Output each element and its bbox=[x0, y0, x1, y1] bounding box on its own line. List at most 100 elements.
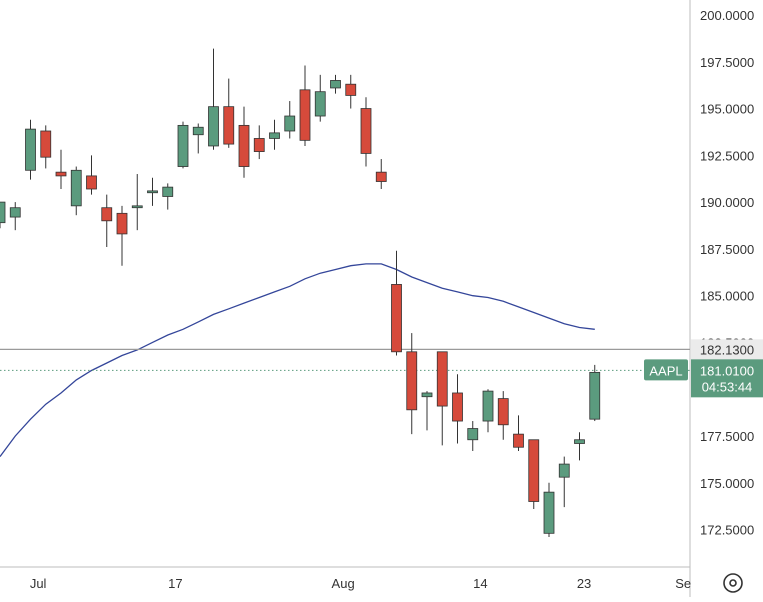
candle-32[interactable] bbox=[482, 389, 494, 433]
candle-34[interactable] bbox=[513, 415, 524, 451]
x-tick-label: 23 bbox=[577, 576, 591, 591]
candle-28[interactable] bbox=[421, 391, 433, 431]
candle-body-down bbox=[345, 83, 357, 96]
candle-body-up bbox=[543, 491, 555, 534]
candle-body-down bbox=[375, 171, 387, 182]
candle-body-up bbox=[482, 390, 494, 422]
candle-30[interactable] bbox=[452, 374, 463, 444]
hline-badge-text: 182.1300 bbox=[700, 342, 754, 357]
candle-body-down bbox=[497, 398, 509, 426]
plot-area[interactable] bbox=[0, 0, 690, 567]
candle-body-up bbox=[284, 115, 296, 132]
candle-1[interactable] bbox=[9, 202, 21, 231]
candle-27[interactable] bbox=[406, 333, 418, 435]
candle-body-down bbox=[253, 138, 265, 152]
candle-6[interactable] bbox=[86, 155, 97, 195]
y-tick-label: 175.0000 bbox=[700, 476, 754, 491]
y-tick-label: 185.0000 bbox=[700, 289, 754, 304]
y-tick-label: 195.0000 bbox=[700, 102, 754, 117]
gear-icon-center bbox=[729, 579, 737, 587]
candle-7[interactable] bbox=[101, 194, 113, 248]
last-badge-bg bbox=[691, 359, 763, 398]
y-tick-label: 192.5000 bbox=[700, 148, 754, 163]
candle-14[interactable] bbox=[208, 48, 219, 150]
candle-9[interactable] bbox=[131, 174, 143, 231]
symbol-tag[interactable]: AAPL bbox=[644, 359, 688, 381]
candle-body-down bbox=[452, 392, 463, 422]
candle-37[interactable] bbox=[558, 456, 570, 508]
candle-body-down bbox=[86, 175, 97, 190]
y-tick-label: 200.0000 bbox=[700, 8, 754, 23]
candle-0[interactable] bbox=[0, 201, 6, 229]
moving-average-line bbox=[0, 263, 595, 457]
settings-button[interactable] bbox=[723, 573, 743, 593]
candle-13[interactable] bbox=[192, 123, 204, 154]
candle-body-down bbox=[40, 130, 52, 158]
candle-body-down bbox=[528, 439, 540, 502]
candle-10[interactable] bbox=[147, 177, 158, 206]
candle-35[interactable] bbox=[528, 439, 540, 509]
candle-body-down bbox=[101, 207, 113, 222]
candle-2[interactable] bbox=[25, 119, 36, 180]
candle-body-down bbox=[406, 351, 418, 411]
symbol-tag-bg bbox=[644, 359, 688, 381]
candle-24[interactable] bbox=[360, 97, 372, 167]
x-tick-label: 14 bbox=[473, 576, 487, 591]
candle-body-up bbox=[25, 128, 36, 171]
hline-price-badge: 182.1300 bbox=[691, 339, 763, 360]
candle-body-up bbox=[9, 207, 21, 218]
candle-29[interactable] bbox=[436, 351, 448, 446]
candle-body-up bbox=[208, 106, 219, 147]
candle-body-up bbox=[192, 126, 204, 136]
candle-33[interactable] bbox=[497, 391, 509, 440]
candle-body-up bbox=[131, 205, 143, 209]
candle-body-down bbox=[436, 351, 448, 407]
candle-16[interactable] bbox=[238, 106, 250, 178]
candle-4[interactable] bbox=[55, 149, 67, 189]
gear-icon[interactable] bbox=[723, 573, 743, 593]
candle-8[interactable] bbox=[116, 205, 128, 266]
candle-38[interactable] bbox=[574, 432, 585, 461]
candle-body-down bbox=[391, 284, 402, 353]
candle-25[interactable] bbox=[375, 159, 387, 189]
candle-39[interactable] bbox=[589, 364, 601, 422]
candle-body-up bbox=[269, 132, 280, 139]
candle-12[interactable] bbox=[177, 121, 189, 169]
candle-15[interactable] bbox=[223, 78, 235, 148]
candle-26[interactable] bbox=[391, 250, 402, 356]
symbol-tag-text: AAPL bbox=[649, 363, 682, 378]
y-tick-label: 197.5000 bbox=[700, 55, 754, 70]
x-tick-label: Jul bbox=[30, 576, 47, 591]
x-tick-label: Se bbox=[675, 576, 691, 591]
candle-31[interactable] bbox=[467, 421, 479, 451]
candle-23[interactable] bbox=[345, 74, 357, 109]
candle-body-up bbox=[330, 80, 341, 89]
candle-36[interactable] bbox=[543, 482, 555, 538]
candle-19[interactable] bbox=[284, 101, 296, 139]
candle-20[interactable] bbox=[299, 65, 311, 146]
y-tick-label: 177.5000 bbox=[700, 429, 754, 444]
candle-body-down bbox=[55, 171, 67, 177]
candle-3[interactable] bbox=[40, 125, 52, 169]
y-tick-label: 190.0000 bbox=[700, 195, 754, 210]
candle-18[interactable] bbox=[269, 119, 280, 150]
candle-11[interactable] bbox=[162, 183, 174, 210]
candle-17[interactable] bbox=[253, 125, 265, 160]
candle-body-up bbox=[0, 201, 6, 224]
candle-body-up bbox=[177, 124, 189, 167]
countdown-text: 04:53:44 bbox=[702, 379, 753, 394]
candle-body-down bbox=[238, 124, 250, 167]
candle-22[interactable] bbox=[330, 74, 341, 94]
x-tick-label: Aug bbox=[332, 576, 355, 591]
candle-body-up bbox=[589, 371, 601, 420]
candle-body-down bbox=[360, 108, 372, 154]
candle-21[interactable] bbox=[314, 74, 326, 122]
hline-badge-bg bbox=[691, 339, 763, 360]
candle-body-up bbox=[147, 190, 158, 194]
candle-5[interactable] bbox=[70, 166, 82, 216]
y-tick-label: 187.5000 bbox=[700, 242, 754, 257]
candle-body-down bbox=[223, 106, 235, 145]
candle-body-up bbox=[467, 428, 479, 441]
